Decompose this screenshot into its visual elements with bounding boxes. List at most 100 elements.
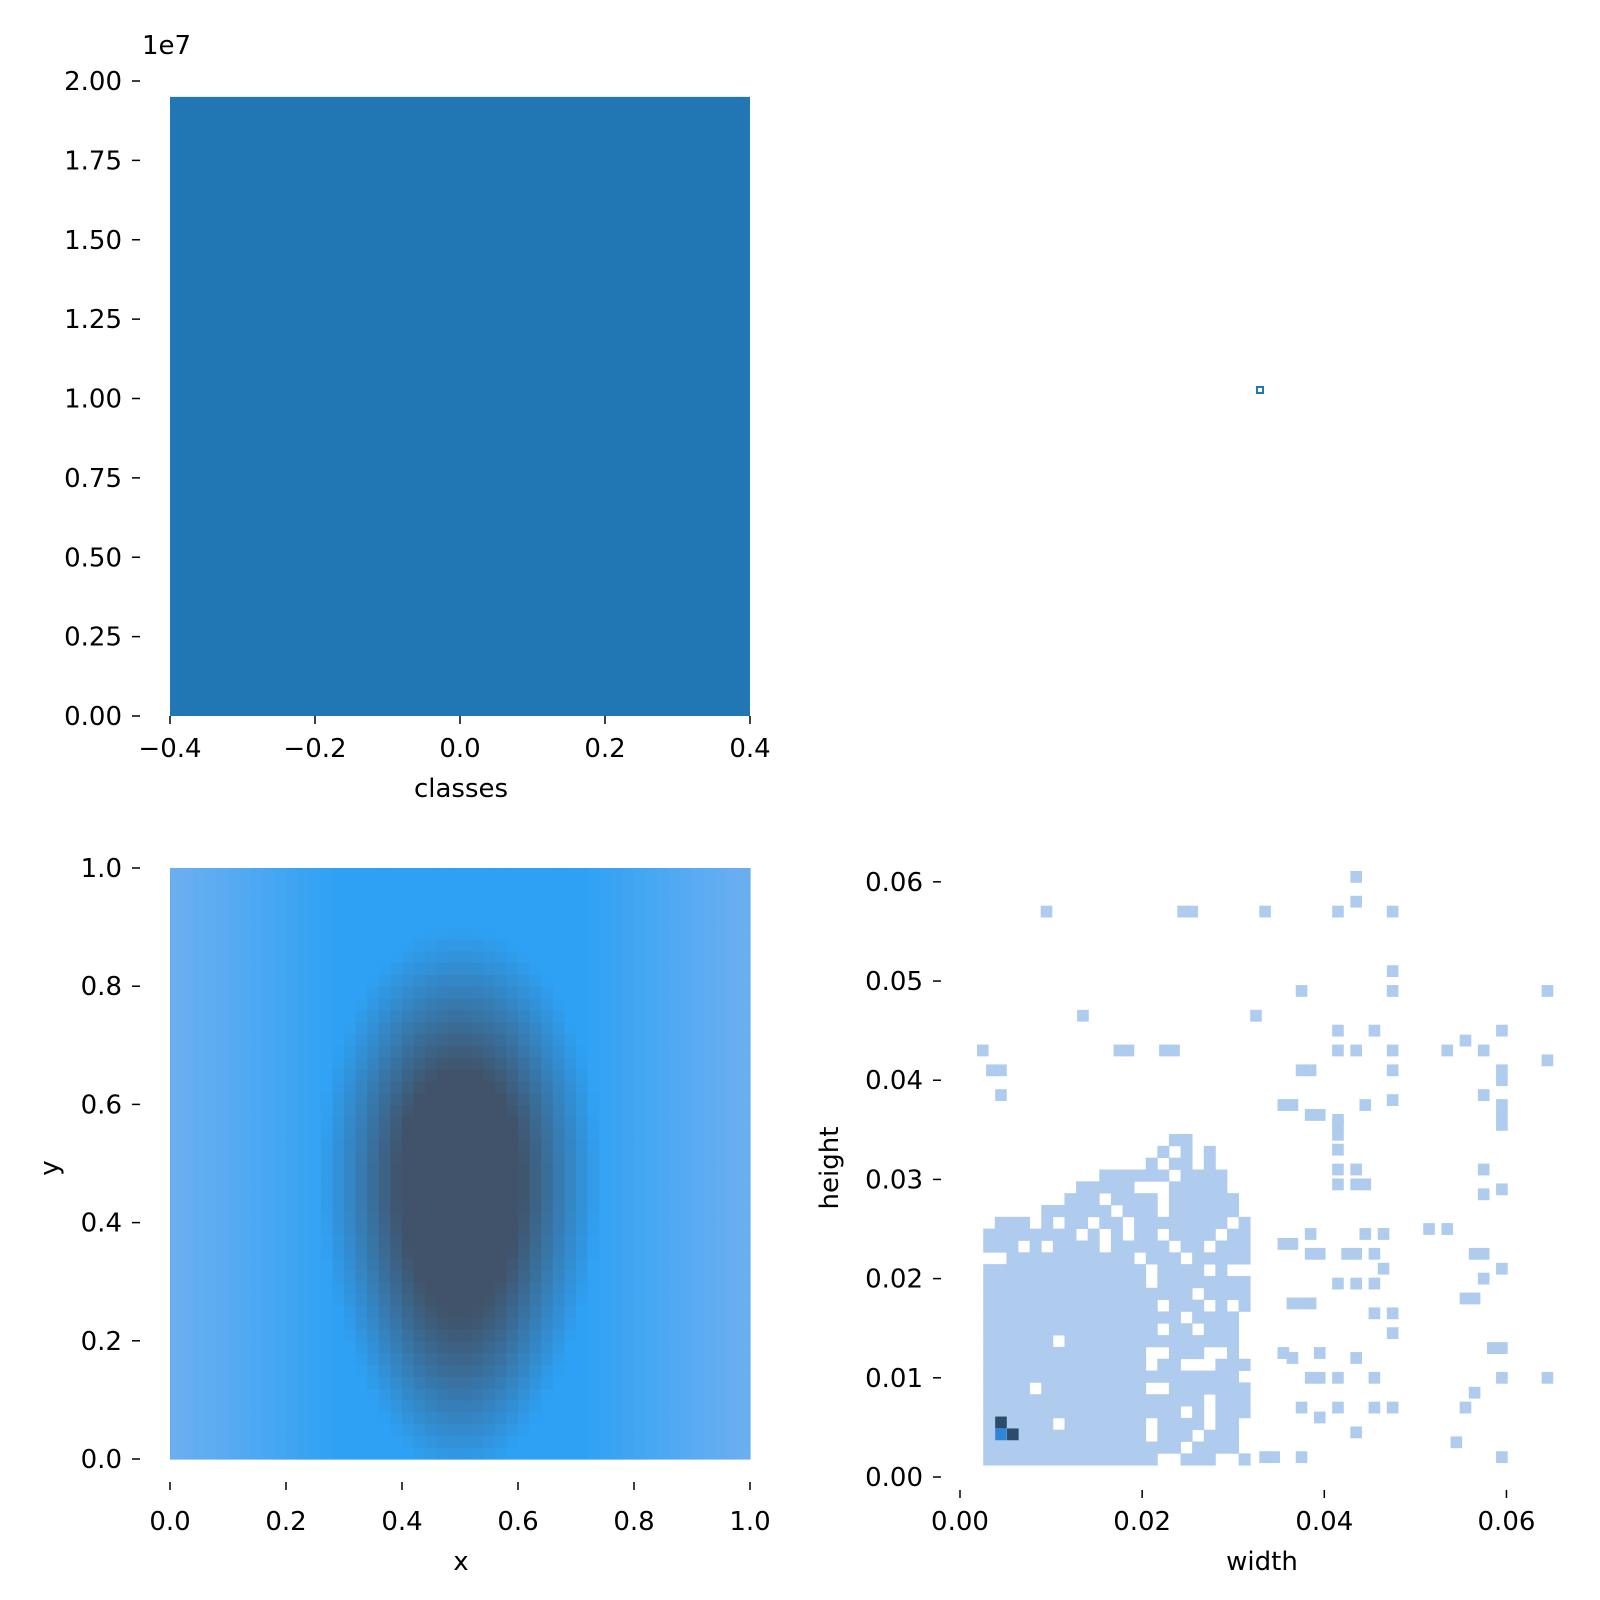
density-cell	[286, 1317, 299, 1330]
hist-cell	[1134, 1370, 1147, 1383]
hist-cell	[1006, 1264, 1019, 1277]
density-cell	[703, 1317, 716, 1330]
density-cell	[239, 1128, 252, 1141]
density-cell	[402, 1116, 415, 1129]
density-cell	[297, 1092, 310, 1105]
density-cell	[239, 998, 252, 1011]
density-cell	[483, 1269, 496, 1283]
density-cell	[355, 891, 368, 905]
density-cell	[425, 1269, 438, 1283]
density-cell	[216, 1376, 229, 1389]
density-cell	[703, 891, 716, 905]
density-cell	[193, 1033, 206, 1046]
density-cell	[193, 1198, 206, 1212]
density-cell	[309, 1258, 322, 1271]
density-cell	[448, 1293, 461, 1306]
density-cell	[170, 1246, 183, 1259]
hist-cell	[1064, 1406, 1077, 1419]
density-cell	[657, 1021, 670, 1035]
density-cell	[193, 1328, 206, 1342]
hist-cell	[1180, 1275, 1193, 1289]
density-cell	[726, 891, 739, 905]
density-cell	[610, 1376, 623, 1389]
density-cell	[425, 879, 438, 893]
density-cell	[483, 927, 496, 940]
density-cell	[262, 1364, 275, 1377]
density-cell	[692, 1447, 705, 1460]
density-cell	[541, 1021, 554, 1035]
density-cell	[460, 1045, 473, 1058]
density-cell	[564, 1092, 577, 1105]
density-cell	[494, 1258, 507, 1271]
density-cell	[286, 1411, 299, 1425]
density-cell	[367, 891, 380, 905]
density-cell	[378, 1222, 391, 1236]
density-cell	[332, 962, 345, 975]
density-cell	[344, 1128, 357, 1141]
density-cell	[529, 879, 542, 893]
density-cell	[344, 1435, 357, 1448]
density-cell	[715, 1411, 728, 1425]
density-cell	[564, 879, 577, 893]
density-cell	[332, 1151, 345, 1165]
density-cell	[506, 1175, 519, 1188]
density-cell	[251, 1411, 264, 1425]
x-tick-label: 0.4	[729, 734, 770, 764]
density-cell	[657, 879, 670, 893]
density-cell	[668, 1388, 681, 1401]
density-cell	[587, 927, 600, 940]
density-cell	[645, 1328, 658, 1342]
density-cell	[726, 1163, 739, 1176]
density-cell	[715, 1116, 728, 1129]
density-cell	[703, 1447, 716, 1460]
density-cell	[216, 1246, 229, 1259]
density-cell	[204, 1423, 217, 1436]
density-cell	[494, 950, 507, 964]
density-cell	[634, 1163, 647, 1176]
density-cell	[332, 1080, 345, 1094]
hist-cell-sparse	[1496, 1371, 1508, 1384]
y-tick-label: 0.06	[865, 868, 923, 898]
density-cell	[251, 1068, 264, 1082]
density-cell	[529, 1281, 542, 1295]
density-cell	[610, 1269, 623, 1283]
density-cell	[576, 879, 589, 893]
density-cell	[355, 1340, 368, 1354]
hist-cell	[1192, 1417, 1205, 1431]
density-cell	[692, 1068, 705, 1082]
density-cell	[726, 998, 739, 1011]
density-cell	[228, 1021, 241, 1035]
density-cell	[506, 1399, 519, 1413]
density-cell	[344, 1376, 357, 1389]
density-cell	[320, 1021, 333, 1035]
density-cell	[657, 868, 670, 881]
density-cell	[506, 1269, 519, 1283]
density-cell	[332, 1328, 345, 1342]
density-cell	[576, 891, 589, 905]
density-cell	[402, 1104, 415, 1117]
density-cell	[576, 1092, 589, 1105]
x-tick-label: 0.8	[613, 1507, 654, 1537]
hist-cell-sparse	[1168, 1044, 1180, 1057]
density-cell	[668, 1057, 681, 1070]
density-cell	[541, 1009, 554, 1023]
hist-cell-sparse	[1496, 1342, 1508, 1354]
hist-cell	[1145, 1193, 1158, 1206]
density-cell	[181, 1317, 194, 1330]
density-cell	[216, 1116, 229, 1129]
hist-cell	[983, 1441, 996, 1454]
density-cell	[610, 1080, 623, 1094]
hist-cell	[1052, 1370, 1065, 1383]
density-cell	[344, 1175, 357, 1188]
hist-cell	[983, 1453, 996, 1466]
density-cell	[425, 1092, 438, 1105]
density-cell	[738, 891, 751, 905]
density-cell	[622, 1411, 635, 1425]
density-cell	[309, 1234, 322, 1247]
density-cell	[251, 1057, 264, 1070]
x-tick-label: 1.0	[729, 1507, 770, 1537]
density-cell	[193, 962, 206, 975]
hist-cell	[1006, 1394, 1019, 1407]
density-cell	[216, 950, 229, 964]
density-cell	[204, 1128, 217, 1141]
